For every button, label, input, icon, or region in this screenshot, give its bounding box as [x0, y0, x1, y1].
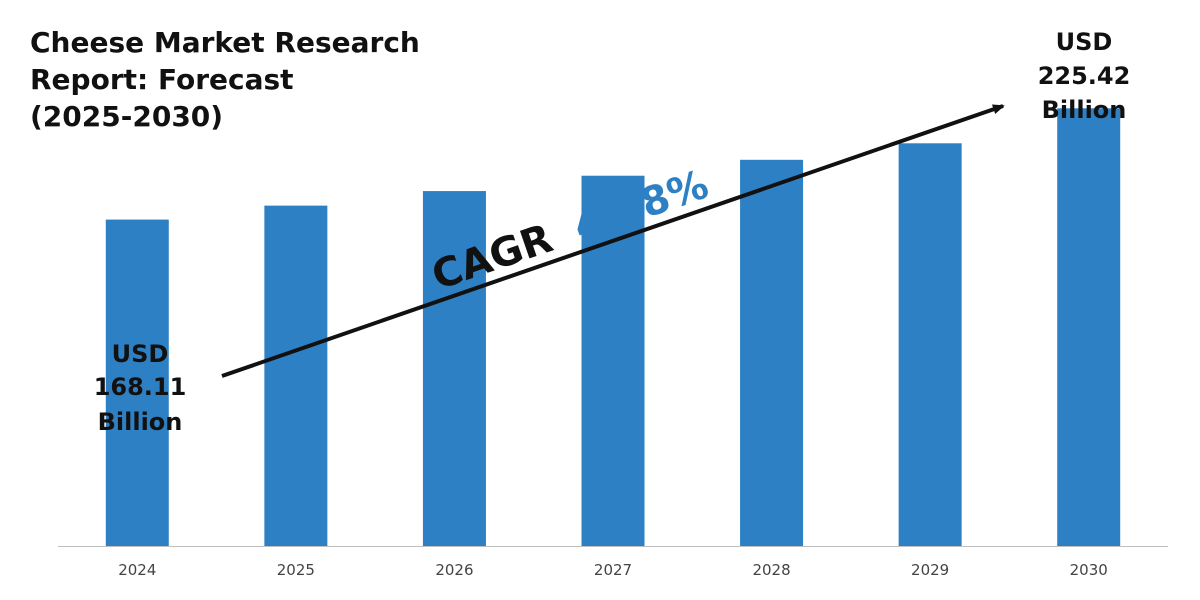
title-line-3: (2025-2030) — [30, 100, 224, 133]
start-value-callout: USD 168.11 Billion — [94, 340, 187, 436]
bar-2030 — [1057, 108, 1121, 546]
title-line-1: Cheese Market Research — [30, 26, 420, 59]
end-callout-line-3: Billion — [1042, 96, 1127, 124]
end-callout-line-1: USD — [1056, 28, 1113, 56]
x-tick-labels: 2024 2025 2026 2027 2028 2029 2030 — [118, 561, 1108, 579]
title-line-2: Report: Forecast — [30, 63, 294, 96]
end-value-callout: USD 225.42 Billion — [1038, 28, 1131, 124]
bar-2026 — [422, 191, 486, 546]
bar-2028 — [740, 159, 804, 547]
bar-2027 — [581, 175, 645, 546]
bar-2029 — [898, 143, 962, 546]
start-callout-line-1: USD — [112, 340, 169, 368]
x-tick-label-2030: 2030 — [1070, 561, 1108, 579]
start-callout-line-3: Billion — [98, 408, 183, 436]
start-callout-line-2: 168.11 — [94, 373, 187, 401]
x-tick-label-2024: 2024 — [118, 561, 156, 579]
x-tick-label-2029: 2029 — [911, 561, 949, 579]
x-tick-label-2026: 2026 — [435, 561, 473, 579]
bar-2024 — [105, 219, 169, 546]
x-tick-label-2027: 2027 — [594, 561, 632, 579]
bar-2025 — [264, 205, 328, 546]
x-tick-label-2028: 2028 — [752, 561, 790, 579]
end-callout-line-2: 225.42 — [1038, 62, 1131, 90]
chart-title: Cheese Market Research Report: Forecast … — [30, 24, 430, 135]
trend-arrow — [221, 104, 1005, 378]
x-tick-label-2025: 2025 — [277, 561, 315, 579]
bars-group — [105, 108, 1121, 547]
